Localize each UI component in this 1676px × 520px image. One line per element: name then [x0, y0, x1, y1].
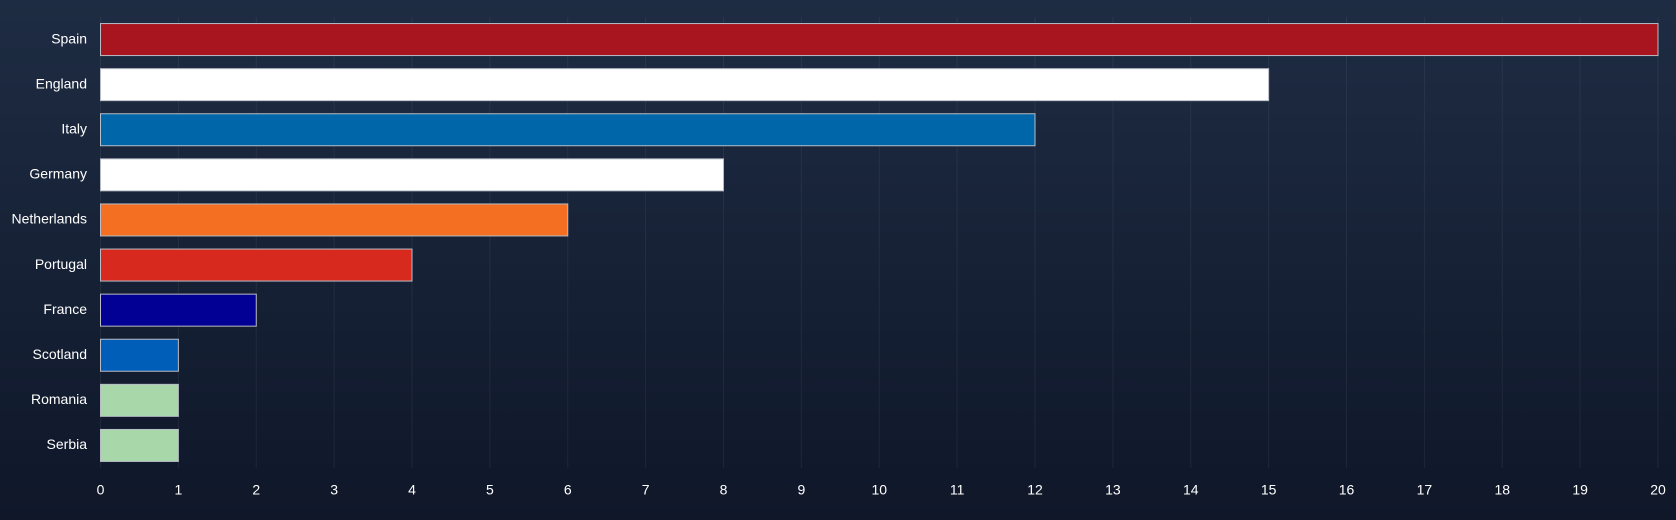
x-tick-label: 6 [564, 482, 572, 498]
x-tick-label: 4 [408, 482, 416, 498]
x-tick-label: 17 [1417, 482, 1433, 498]
bar [100, 428, 179, 462]
bar [100, 23, 1659, 57]
x-tick-label: 3 [330, 482, 338, 498]
bar [100, 248, 413, 282]
x-tick-label: 20 [1650, 482, 1666, 498]
y-tick-label: Portugal [35, 256, 87, 272]
y-tick-label: Italy [61, 120, 87, 136]
x-tick-label: 11 [950, 482, 965, 498]
y-tick-label: Scotland [33, 346, 87, 362]
bar [100, 293, 257, 327]
x-tick-label: 19 [1572, 482, 1588, 498]
y-tick-label: Serbia [47, 436, 88, 452]
x-tick-label: 2 [252, 482, 260, 498]
y-tick-label: England [36, 75, 87, 91]
x-tick-label: 15 [1261, 482, 1277, 498]
y-tick-label: Netherlands [12, 211, 88, 227]
y-tick-label: Spain [51, 30, 87, 46]
bar [100, 338, 179, 372]
x-tick-label: 7 [642, 482, 650, 498]
x-tick-label: 5 [486, 482, 494, 498]
x-tick-label: 14 [1183, 482, 1199, 498]
y-tick-label: Romania [31, 391, 87, 407]
x-tick-label: 1 [174, 482, 182, 498]
y-tick-label: Germany [29, 166, 87, 182]
bar [100, 158, 724, 192]
x-tick-label: 16 [1339, 482, 1355, 498]
bar [100, 68, 1270, 102]
x-tick-label: 13 [1105, 482, 1121, 498]
bar [100, 113, 1036, 147]
x-tick-label: 9 [797, 482, 805, 498]
x-tick-label: 8 [720, 482, 728, 498]
bar [100, 383, 179, 417]
x-tick-label: 10 [871, 482, 887, 498]
x-tick-label: 12 [1027, 482, 1043, 498]
bar [100, 203, 569, 237]
x-tick-label: 0 [97, 482, 105, 498]
y-tick-label: France [43, 301, 87, 317]
x-tick-label: 18 [1494, 482, 1510, 498]
